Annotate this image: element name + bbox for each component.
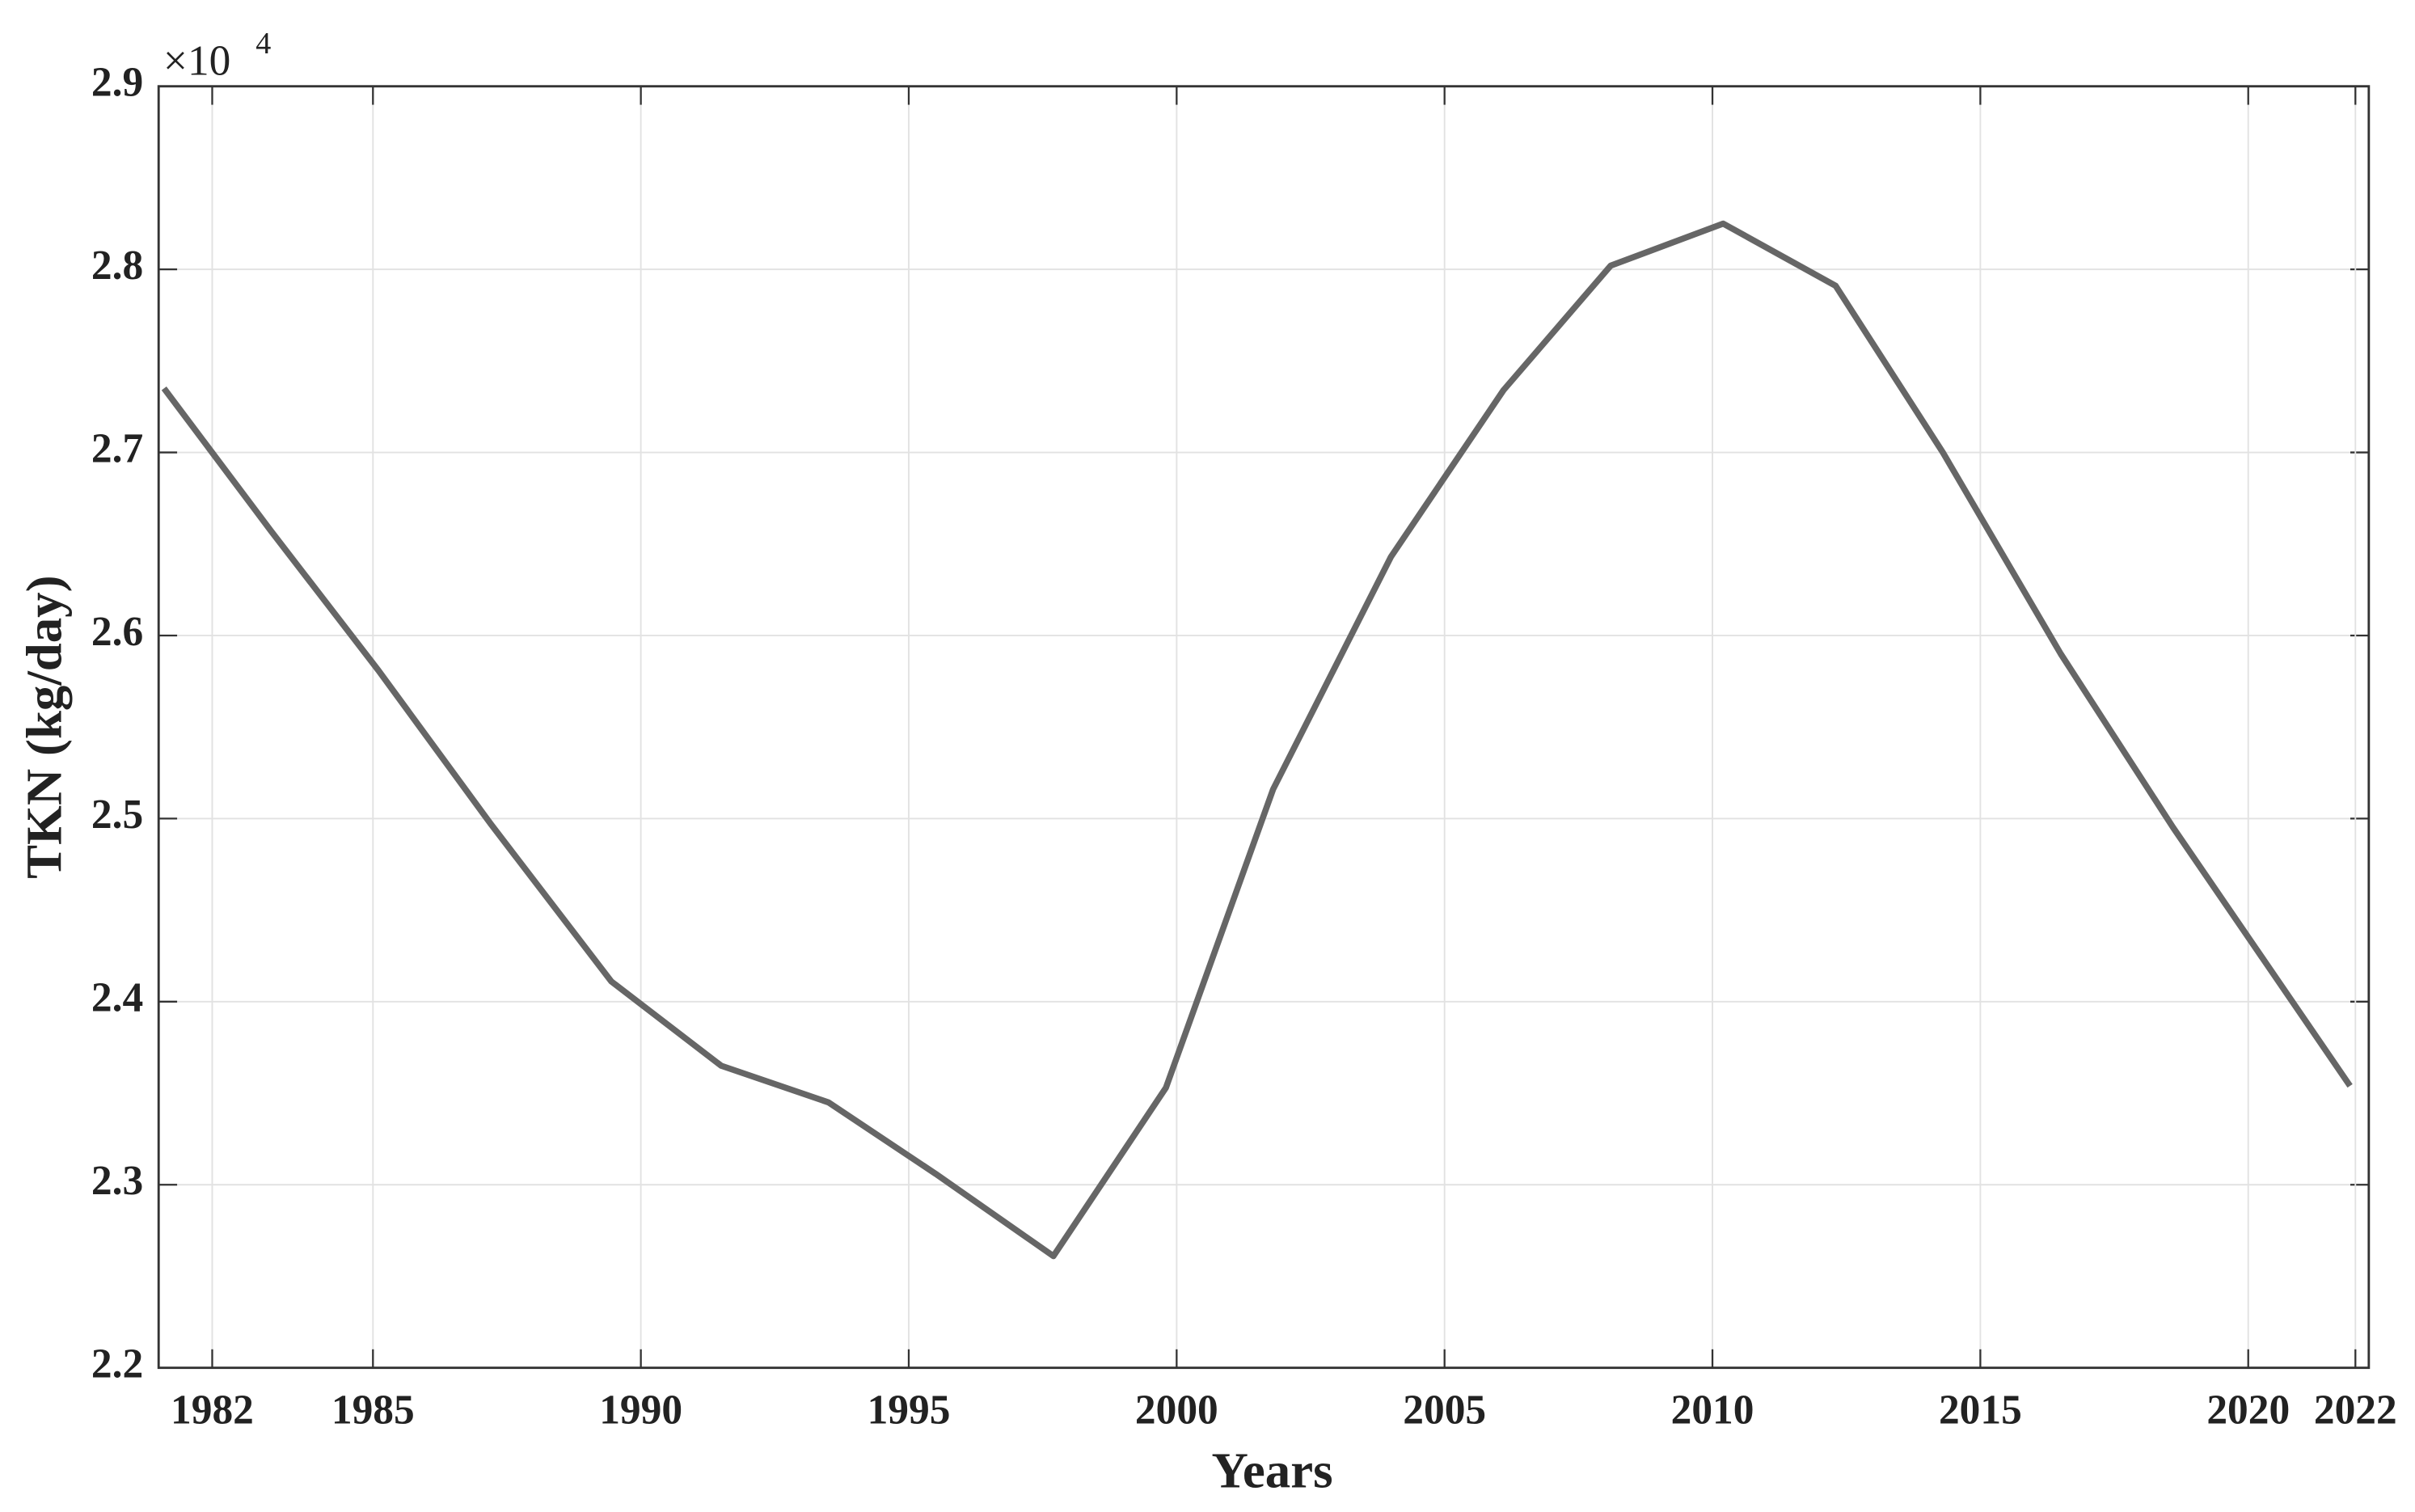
x-tick-label: 2010 — [1671, 1387, 1754, 1434]
x-tick-label: 1982 — [171, 1387, 254, 1434]
y-tick-label: 2.3 — [91, 1158, 143, 1204]
y-multiplier: ×10 — [163, 36, 230, 84]
x-tick-label: 2020 — [2206, 1387, 2290, 1434]
y-tick-label: 2.7 — [91, 425, 143, 471]
x-tick-label: 1990 — [599, 1387, 682, 1434]
y-tick-label: 2.6 — [91, 609, 143, 655]
y-tick-label: 2.2 — [91, 1341, 143, 1387]
x-tick-label: 2015 — [1939, 1387, 2022, 1434]
y-axis-label: TKN (kg/day) — [15, 575, 72, 878]
x-tick-label: 1995 — [868, 1387, 951, 1434]
y-tick-label: 2.9 — [91, 60, 143, 106]
y-multiplier-exponent: 4 — [255, 27, 271, 61]
x-tick-label: 2005 — [1403, 1387, 1486, 1434]
plot-frame — [157, 85, 2371, 1370]
y-tick-label: 2.4 — [91, 975, 143, 1021]
x-tick-label: 1985 — [331, 1387, 415, 1434]
x-axis-label: Years — [1211, 1442, 1332, 1498]
data-line — [161, 220, 2353, 1260]
x-tick-label: 2022 — [2314, 1387, 2397, 1434]
y-tick-label: 2.5 — [91, 792, 143, 838]
y-tick-label: 2.8 — [91, 243, 143, 289]
x-tick-label: 2000 — [1135, 1387, 1218, 1434]
